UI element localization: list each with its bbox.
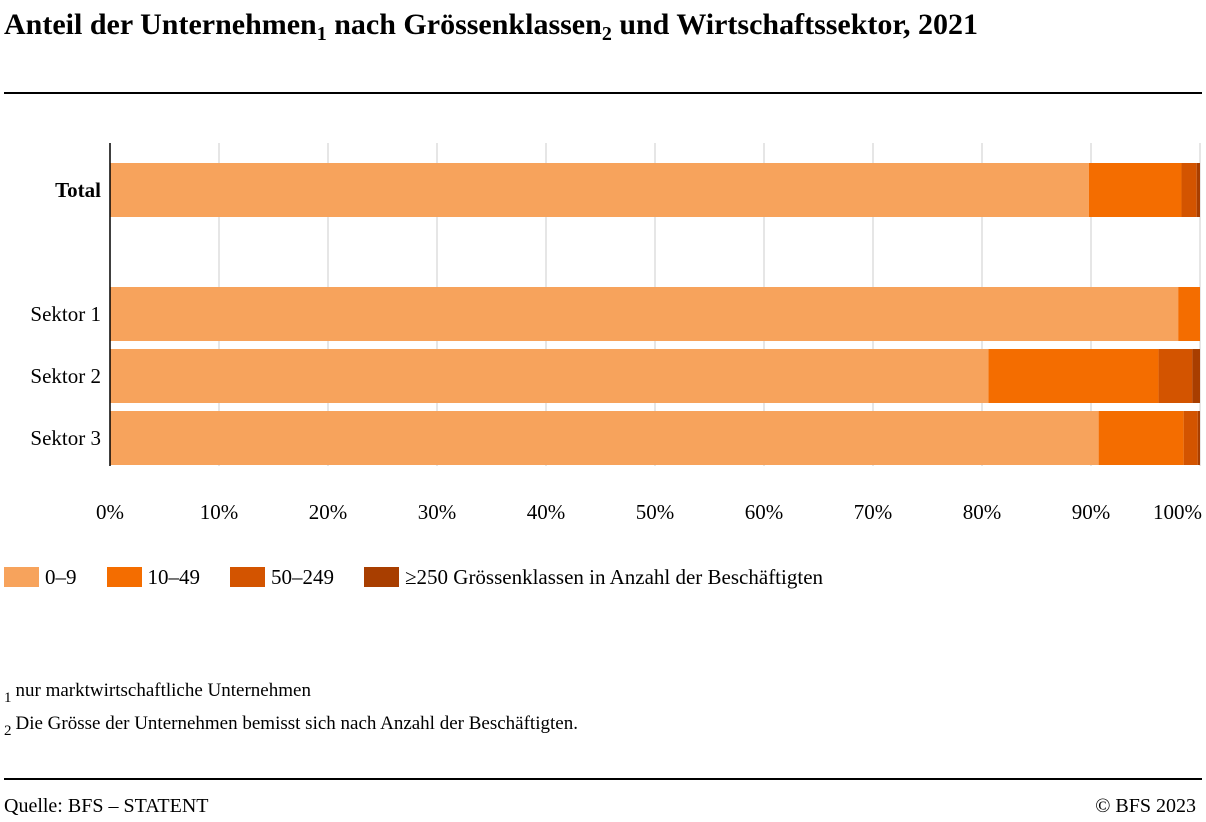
title-footnote-ref-2: 2: [601, 23, 612, 45]
footnote-number: 2: [4, 723, 12, 739]
legend-item: ≥250 Grössenklassen in Anzahl der Beschä…: [364, 565, 823, 590]
bar-segment: [1098, 411, 1184, 465]
legend-item: 10–49: [106, 564, 201, 590]
bar-segment: [988, 349, 1159, 403]
title-text-3: und Wirtschaftssektor, 2021: [611, 8, 978, 41]
footnotes: 1 nur marktwirtschaftliche Unternehmen 2 Di…: [4, 678, 578, 744]
x-tick-label: 20%: [309, 500, 348, 524]
title-footnote-ref-1: 1: [316, 23, 327, 45]
footnote-text: nur marktwirtschaftliche Unternehmen: [15, 680, 311, 701]
bar-segment: [1192, 349, 1200, 403]
category-label: Sektor 1: [30, 302, 101, 326]
chart-title: Anteil der Unternehmen1 nach Grössenklas…: [4, 6, 1194, 44]
legend-label: 0–9: [45, 564, 77, 589]
x-tick-label: 0%: [96, 500, 124, 524]
stacked-bar-chart: 0% 10% 20% 30% 40% 50% 60% 70% 80% 90% 100% Total Se…: [30, 143, 1202, 524]
bar-segment: [1181, 163, 1197, 217]
title-text-2: nach Grössenklassen: [326, 8, 602, 41]
bar-segment: [110, 163, 1089, 217]
bar-segment: [1196, 163, 1200, 217]
category-label: Sektor 3: [30, 426, 101, 450]
x-tick-label: 30%: [418, 500, 457, 524]
category-label: Sektor 2: [30, 364, 101, 388]
x-tick-label: 100%: [1153, 500, 1202, 524]
x-tick-label: 90%: [1072, 500, 1111, 524]
category-label: Total: [55, 178, 101, 202]
chart-legend: 0–9 10–49 50–249 ≥250 Grössenklassen in Anz…: [4, 562, 823, 592]
legend-swatch: [230, 567, 265, 587]
legend-label: 10–49: [147, 564, 201, 589]
bar-segment: [1158, 349, 1193, 403]
bar-segment: [110, 287, 1179, 341]
title-divider: [4, 92, 1202, 94]
legend-item: 0–9: [4, 565, 77, 590]
bars: [110, 163, 1200, 465]
legend-label: ≥250 Grössenklassen in Anzahl der Beschä…: [405, 564, 824, 589]
x-tick-label: 60%: [745, 500, 784, 524]
legend-swatch: [106, 567, 142, 587]
legend-item: 50–249: [230, 565, 334, 590]
labels: 0% 10% 20% 30% 40% 50% 60% 70% 80% 90% 100% Total Se…: [30, 178, 1202, 524]
footnote-text: Die Grösse der Unternehmen bemisst sich …: [15, 713, 578, 734]
legend-swatch: [364, 567, 399, 587]
x-tick-label: 40%: [527, 500, 566, 524]
footnote-number: 1: [4, 690, 12, 706]
x-tick-label: 70%: [854, 500, 893, 524]
footer-divider: [4, 778, 1202, 780]
bar-segment: [110, 349, 989, 403]
bar-segment: [1088, 163, 1182, 217]
footnote: 1 nur marktwirtschaftliche Unternehmen: [4, 678, 578, 711]
title-text-1: Anteil der Unternehmen: [4, 8, 317, 41]
footnote: 2 Die Grösse der Unternehmen bemisst sich…: [4, 711, 578, 744]
legend-swatch: [4, 567, 39, 587]
bar-segment: [110, 411, 1099, 465]
copyright-note: © BFS 2023: [1095, 795, 1196, 817]
bar-segment: [1183, 411, 1198, 465]
legend-label: 50–249: [271, 564, 334, 589]
x-tick-label: 10%: [200, 500, 239, 524]
source-note: Quelle: BFS – STATENT: [4, 795, 209, 817]
bar-segment: [1178, 287, 1200, 341]
bar-segment: [1197, 411, 1200, 465]
x-tick-label: 80%: [963, 500, 1002, 524]
x-tick-label: 50%: [636, 500, 675, 524]
